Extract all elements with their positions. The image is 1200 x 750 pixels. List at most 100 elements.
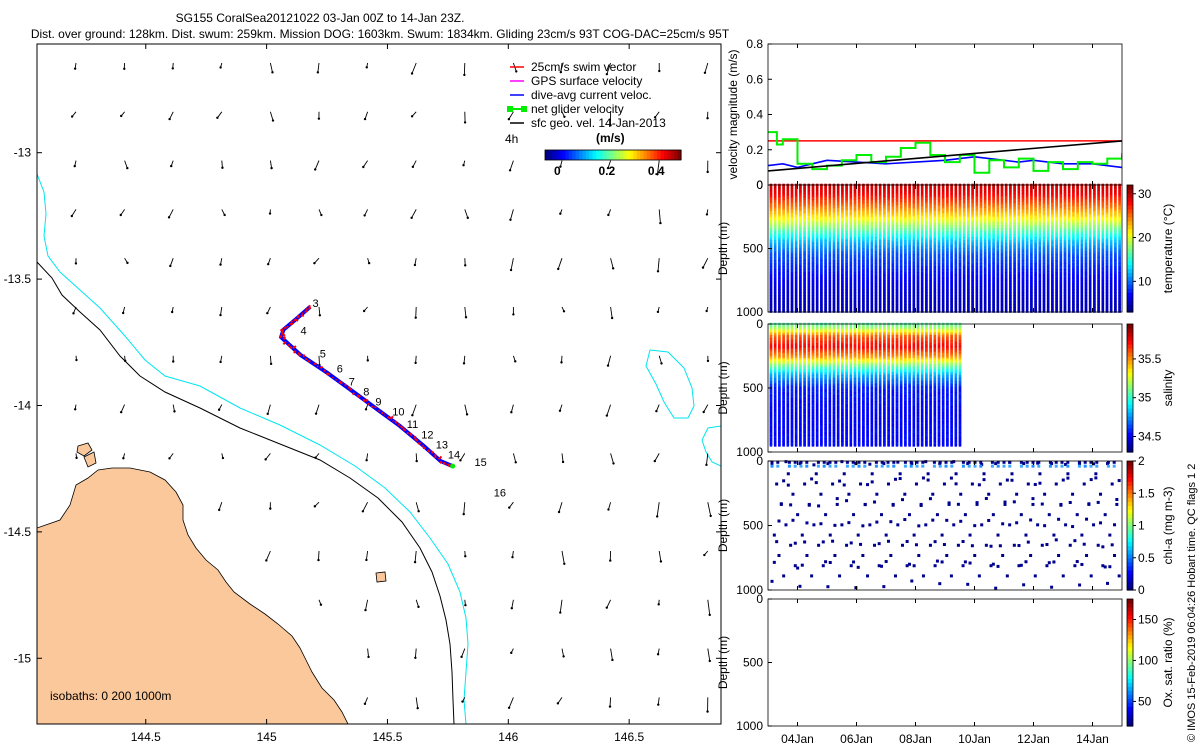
net-glider-velocity-line <box>768 131 1122 174</box>
velocity-arrow <box>362 501 368 512</box>
swim-vector <box>347 386 351 389</box>
temperature-point <box>769 214 773 217</box>
map-colorbar-segment <box>568 150 573 160</box>
isobath-label: isobaths: 0 200 1000m <box>50 689 171 703</box>
map-colorbar-segment <box>575 150 580 160</box>
velocity-arrow-head <box>119 213 122 217</box>
velocity-arrow-head <box>657 603 660 606</box>
temperature-point <box>975 310 979 313</box>
velocity-arrow-head <box>219 313 222 317</box>
temperature-point <box>769 191 773 194</box>
velocity-arrow-head <box>364 408 368 411</box>
velocity-arrow-head <box>266 262 270 266</box>
velocity-arrow-head <box>367 261 371 265</box>
day-label: 5 <box>320 348 326 360</box>
velocity-arrow-head <box>417 509 420 513</box>
velocity-arrow-head <box>559 611 562 614</box>
map-colorbar-segment <box>670 150 675 160</box>
swim-vector <box>377 409 381 413</box>
temperature-point <box>769 189 773 193</box>
swim-vector <box>293 318 297 322</box>
velocity-arrow-head <box>169 264 172 268</box>
map-colorbar-segment <box>643 150 648 160</box>
track-end-marker <box>450 463 456 469</box>
lon-tick-label: 144.5 <box>131 730 161 744</box>
velocity-ytick-label: 0.6 <box>746 72 763 86</box>
map-colorbar-segment <box>636 150 641 160</box>
temperature-point <box>946 310 949 313</box>
velocity-arrow-head <box>170 310 174 314</box>
swim-vector <box>289 322 292 326</box>
velocity-arrow <box>463 355 466 364</box>
velocity-arrow-head <box>363 117 367 121</box>
lat-tick-label: -15 <box>14 651 32 665</box>
velocity-arrow-head <box>557 267 560 271</box>
swim-vector <box>351 391 356 396</box>
temperature-point <box>967 310 970 313</box>
swim-vector <box>344 383 347 387</box>
velocity-arrow-head <box>462 362 466 365</box>
velocity-arrow-head <box>172 360 175 363</box>
temperature-point <box>782 310 785 313</box>
velocity-arrow <box>561 453 564 463</box>
map-frame <box>36 43 722 725</box>
velocity-arrow-head <box>708 613 711 617</box>
map-colorbar-segment <box>582 150 587 160</box>
velocity-arrow-head <box>605 606 608 609</box>
velocity-arrow-head <box>703 553 706 557</box>
velocity-arrow-head <box>706 116 709 120</box>
temperature-point <box>979 310 983 313</box>
velocity-arrow <box>511 599 514 609</box>
velocity-arrow-head <box>656 653 660 656</box>
velocity-arrow-head <box>559 70 563 74</box>
velocity-arrow-head <box>417 605 420 609</box>
land-island-2 <box>83 451 97 468</box>
velocity-arrow-head <box>416 706 419 710</box>
velocity-arrow-head <box>562 655 565 658</box>
map-colorbar: 0 0.2 0.4 <box>544 149 682 178</box>
velocity-arrow-head <box>705 213 709 216</box>
velocity-arrow-head <box>70 214 74 218</box>
land-island-3 <box>375 571 387 583</box>
velocity-arrow-head <box>363 702 367 706</box>
velocity-arrow <box>414 550 417 563</box>
swim-vector <box>289 345 293 349</box>
velocity-arrow <box>365 550 369 561</box>
velocity-arrow <box>314 160 320 170</box>
temperature-point <box>920 310 924 313</box>
velocity-arrow-head <box>75 456 78 460</box>
colorbar-time-label: 4h <box>505 132 518 146</box>
temperature-point <box>769 194 773 197</box>
velocity-arrow-head <box>507 706 511 709</box>
velocity-arrow <box>415 599 419 608</box>
velocity-arrow-head <box>464 603 467 607</box>
temperature-point <box>820 310 823 313</box>
velocity-arrow-head <box>365 458 368 462</box>
velocity-arrow-head <box>216 116 219 120</box>
day-label: 6 <box>337 364 343 376</box>
lon-tick-label: 146 <box>498 730 518 744</box>
velocity-ytick-label: 0 <box>756 178 763 192</box>
velocity-arrow <box>561 648 565 657</box>
velocity-arrow-head <box>509 268 513 272</box>
temperature-point <box>937 310 941 313</box>
swim-vector <box>414 437 419 442</box>
map-colorbar-segment <box>572 150 577 160</box>
velocity-arrow-head <box>612 462 615 465</box>
velocity-arrow-head <box>463 121 467 124</box>
temperature-point <box>912 310 916 313</box>
day-label: 8 <box>363 386 369 398</box>
temperature-point <box>769 220 773 223</box>
swim-vector <box>293 349 297 354</box>
velocity-arrow <box>464 404 468 415</box>
isobath-200m-reef-ring <box>645 349 695 419</box>
map-colorbar-frame <box>544 149 682 161</box>
temperature-point <box>790 310 794 313</box>
swim-vector <box>290 322 294 326</box>
velocity-arrow-head <box>362 165 365 169</box>
velocity-arrow-head <box>217 408 221 411</box>
